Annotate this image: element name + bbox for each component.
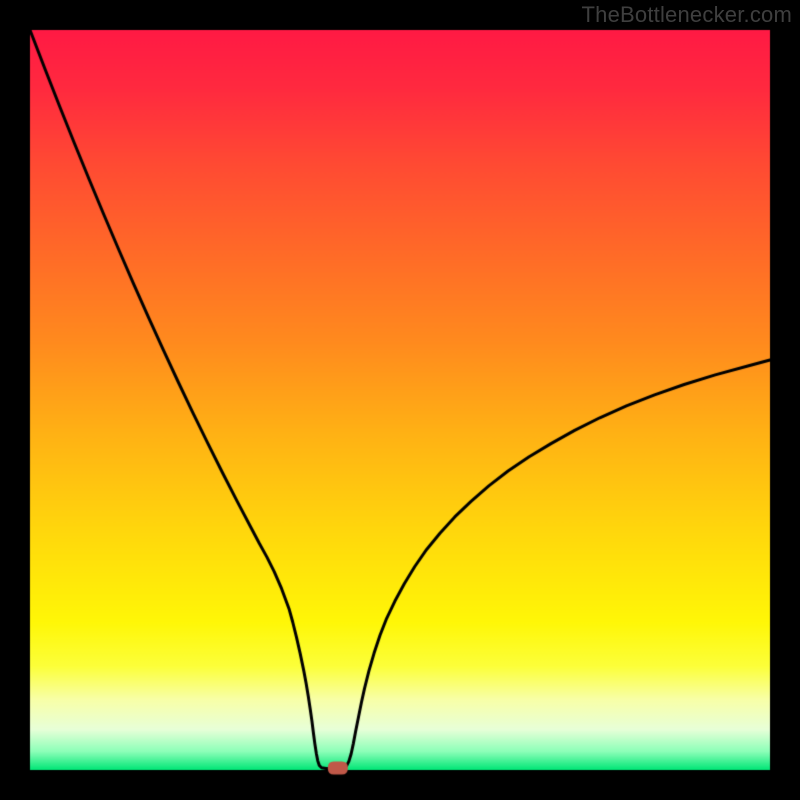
- bottleneck-chart-canvas: [0, 0, 800, 800]
- chart-container: TheBottlenecker.com: [0, 0, 800, 800]
